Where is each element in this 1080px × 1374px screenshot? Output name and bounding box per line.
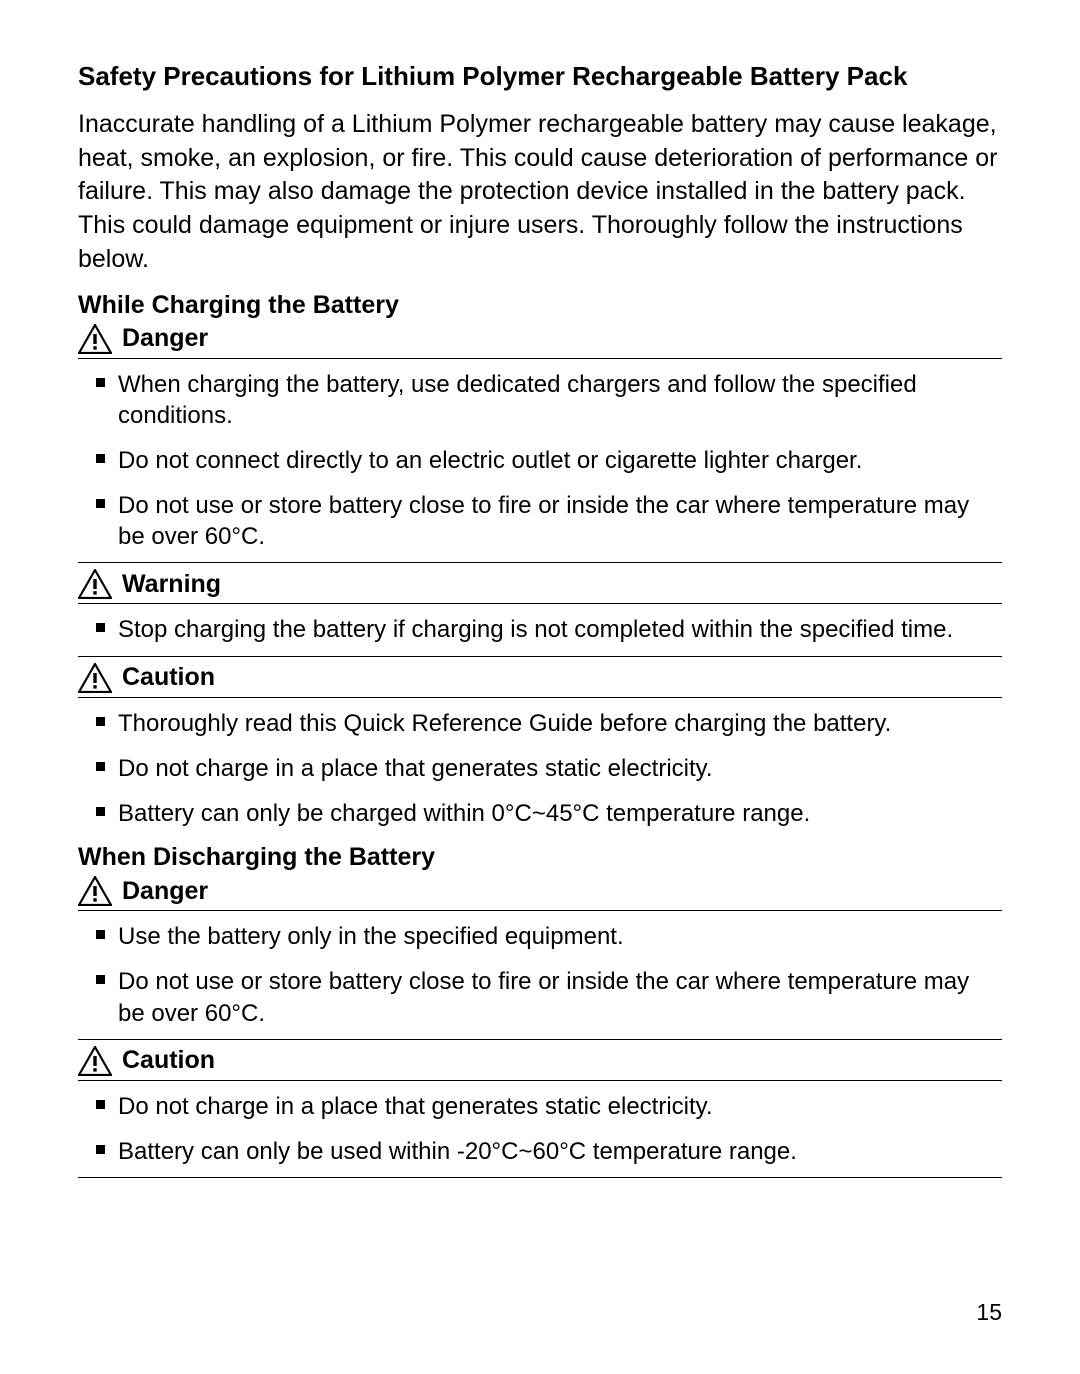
- alert-danger-discharging: Danger: [78, 874, 1002, 911]
- alert-label: Caution: [122, 663, 215, 692]
- warning-icon: [78, 663, 112, 693]
- bullet-list-caution-charging: Thoroughly read this Quick Reference Gui…: [78, 704, 1002, 840]
- list-item: Battery can only be charged within 0°C~4…: [96, 794, 1002, 839]
- list-item: Do not charge in a place that generates …: [96, 749, 1002, 794]
- bullet-list-warning-charging: Stop charging the battery if charging is…: [78, 610, 1002, 656]
- list-item: Use the battery only in the specified eq…: [96, 917, 1002, 962]
- section-heading-discharging: When Discharging the Battery: [78, 843, 1002, 872]
- list-item: Do not use or store battery close to fir…: [96, 486, 1002, 562]
- list-item: Stop charging the battery if charging is…: [96, 610, 1002, 655]
- warning-icon: [78, 569, 112, 599]
- document-page: Safety Precautions for Lithium Polymer R…: [0, 0, 1080, 1374]
- bullet-list-danger-discharging: Use the battery only in the specified eq…: [78, 917, 1002, 1040]
- alert-danger-charging: Danger: [78, 322, 1002, 359]
- alert-warning-charging: Warning: [78, 567, 1002, 604]
- bullet-list-caution-discharging: Do not charge in a place that generates …: [78, 1087, 1002, 1178]
- warning-icon: [78, 324, 112, 354]
- list-item: Do not use or store battery close to fir…: [96, 962, 1002, 1038]
- alert-label: Caution: [122, 1046, 215, 1075]
- alert-label: Danger: [122, 877, 208, 906]
- warning-icon: [78, 1046, 112, 1076]
- alert-caution-discharging: Caution: [78, 1044, 1002, 1081]
- alert-label: Warning: [122, 570, 221, 599]
- intro-paragraph: Inaccurate handling of a Lithium Polymer…: [78, 108, 1002, 277]
- alert-caution-charging: Caution: [78, 661, 1002, 698]
- section-heading-charging: While Charging the Battery: [78, 291, 1002, 320]
- list-item: Do not charge in a place that generates …: [96, 1087, 1002, 1132]
- list-item: When charging the battery, use dedicated…: [96, 365, 1002, 441]
- list-item: Battery can only be used within -20°C~60…: [96, 1132, 1002, 1177]
- page-number: 15: [976, 1299, 1002, 1326]
- bullet-list-danger-charging: When charging the battery, use dedicated…: [78, 365, 1002, 564]
- list-item: Thoroughly read this Quick Reference Gui…: [96, 704, 1002, 749]
- page-title: Safety Precautions for Lithium Polymer R…: [78, 60, 1002, 94]
- list-item: Do not connect directly to an electric o…: [96, 441, 1002, 486]
- warning-icon: [78, 876, 112, 906]
- alert-label: Danger: [122, 324, 208, 353]
